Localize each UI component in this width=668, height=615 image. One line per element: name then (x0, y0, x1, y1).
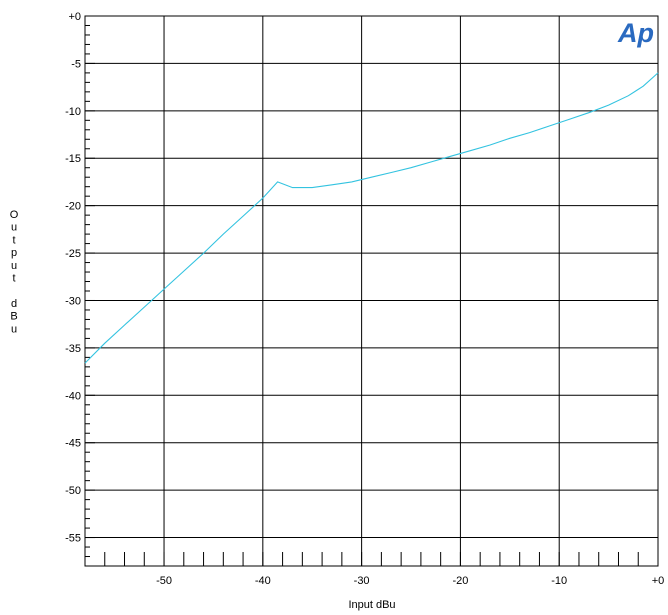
x-tick-label: -50 (156, 575, 172, 587)
plot-frame (84, 15, 659, 567)
y-tick-label: -50 (65, 485, 81, 497)
y-tick-label: -30 (65, 295, 81, 307)
y-tick-label: -40 (65, 390, 81, 402)
y-tick-label: -5 (71, 58, 81, 70)
y-axis-title-letter: t (12, 273, 15, 285)
y-tick-label: -55 (65, 533, 81, 545)
y-tick-label: -20 (65, 201, 81, 213)
y-axis-title-letter: u (11, 260, 17, 272)
y-tick-label: -45 (65, 438, 81, 450)
y-tick-labels: +0 -5 -10 -15 -20 -25 -30 -35 -40 -45 -50 -55 (65, 11, 81, 545)
grid (85, 16, 658, 566)
y-axis-title-letter: u (11, 323, 17, 335)
y-tick-label: -15 (65, 153, 81, 165)
y-tick-label: -10 (65, 106, 81, 118)
x-tick-label: +0 (652, 575, 665, 587)
y-axis-title-letter: O (10, 209, 19, 221)
x-tick-label: -40 (255, 575, 271, 587)
y-tick-label: -25 (65, 248, 81, 260)
x-axis-title: Input dBu (348, 599, 395, 611)
y-axis-title-letter: p (11, 247, 17, 259)
series-line (84, 72, 659, 364)
y-axis-title-letter: u (11, 222, 17, 234)
x-tick-labels: -50 -40 -30 -20 -10 +0 (156, 575, 664, 587)
x-tick-label: -10 (551, 575, 567, 587)
minor-ticks (84, 15, 659, 567)
ap-logo: Ap (617, 18, 654, 48)
y-axis-title-letter: B (10, 311, 17, 323)
x-tick-label: -20 (452, 575, 468, 587)
y-axis-title-letter: d (11, 298, 17, 310)
y-tick-label: -35 (65, 343, 81, 355)
y-axis-title-letter: t (12, 234, 15, 246)
x-tick-label: -30 (354, 575, 370, 587)
series-group (84, 72, 659, 364)
y-tick-label: +0 (68, 11, 81, 23)
